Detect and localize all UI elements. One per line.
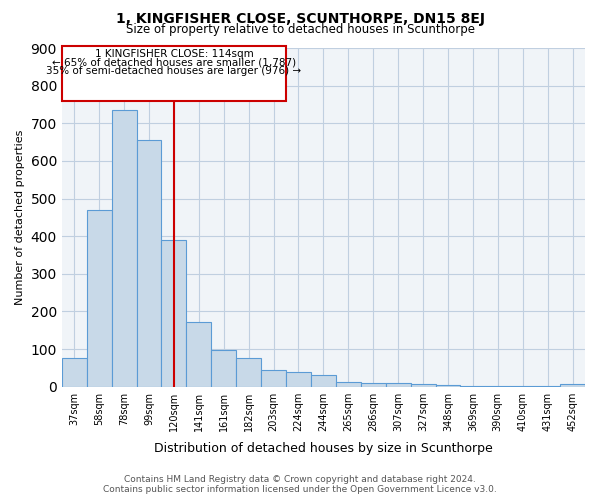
FancyBboxPatch shape	[62, 46, 286, 100]
Bar	[112, 110, 137, 386]
Bar	[236, 358, 261, 386]
Bar	[410, 384, 436, 386]
Text: 1 KINGFISHER CLOSE: 114sqm: 1 KINGFISHER CLOSE: 114sqm	[95, 48, 253, 58]
Text: ← 65% of detached houses are smaller (1,787): ← 65% of detached houses are smaller (1,…	[52, 58, 296, 68]
Bar	[62, 358, 87, 386]
Bar	[286, 372, 311, 386]
Y-axis label: Number of detached properties: Number of detached properties	[15, 130, 25, 305]
Bar	[311, 376, 336, 386]
Bar	[386, 383, 410, 386]
Bar	[211, 350, 236, 387]
Text: Contains HM Land Registry data © Crown copyright and database right 2024.
Contai: Contains HM Land Registry data © Crown c…	[103, 474, 497, 494]
Bar	[261, 370, 286, 386]
X-axis label: Distribution of detached houses by size in Scunthorpe: Distribution of detached houses by size …	[154, 442, 493, 455]
Bar	[187, 322, 211, 386]
Text: 1, KINGFISHER CLOSE, SCUNTHORPE, DN15 8EJ: 1, KINGFISHER CLOSE, SCUNTHORPE, DN15 8E…	[115, 12, 485, 26]
Bar	[436, 385, 460, 386]
Bar	[137, 140, 161, 386]
Bar	[336, 382, 361, 386]
Bar	[87, 210, 112, 386]
Bar	[560, 384, 585, 386]
Bar	[161, 240, 187, 386]
Text: Size of property relative to detached houses in Scunthorpe: Size of property relative to detached ho…	[125, 22, 475, 36]
Bar	[361, 382, 386, 386]
Text: 35% of semi-detached houses are larger (976) →: 35% of semi-detached houses are larger (…	[46, 66, 301, 76]
